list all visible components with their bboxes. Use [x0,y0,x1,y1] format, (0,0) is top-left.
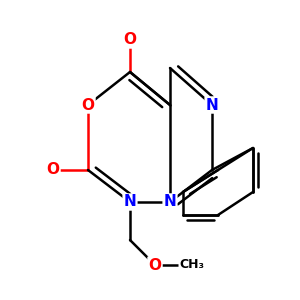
Text: O: O [148,257,161,272]
Text: N: N [164,194,176,209]
Text: CH₃: CH₃ [179,259,205,272]
Text: O: O [46,163,59,178]
Text: O: O [82,98,94,112]
Text: O: O [124,32,136,47]
Text: N: N [124,194,136,209]
Text: N: N [206,98,218,112]
